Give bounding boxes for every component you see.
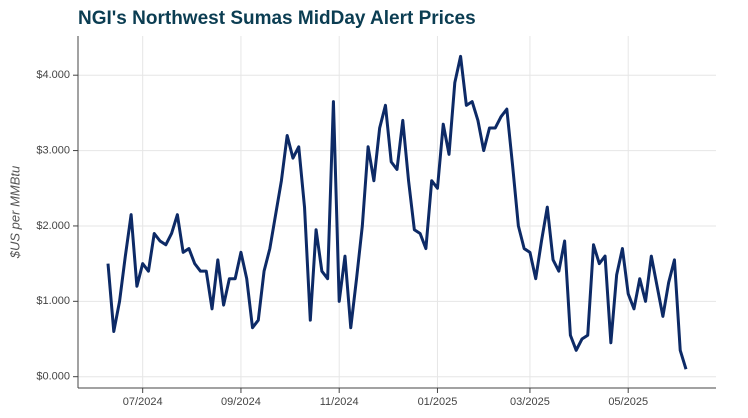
chart-title: NGI's Northwest Sumas MidDay Alert Price… bbox=[78, 8, 476, 29]
y-axis-label: $US per MMBtu bbox=[7, 166, 22, 259]
y-tick-label: $2.000 bbox=[36, 220, 70, 232]
y-tick-label: $1.000 bbox=[36, 295, 70, 307]
x-tick-label: 11/2024 bbox=[320, 396, 359, 408]
x-tick-label: 01/2025 bbox=[418, 396, 458, 408]
x-tick-label: 03/2025 bbox=[510, 396, 550, 408]
y-tick-label: $3.000 bbox=[36, 144, 70, 156]
x-tick-label: 05/2025 bbox=[608, 396, 648, 408]
x-tick-label: 07/2024 bbox=[123, 396, 163, 408]
y-tick-label: $4.000 bbox=[36, 69, 70, 81]
x-tick-label: 09/2024 bbox=[221, 396, 261, 408]
price-line bbox=[106, 54, 688, 370]
y-tick-label: $0.000 bbox=[36, 371, 70, 383]
